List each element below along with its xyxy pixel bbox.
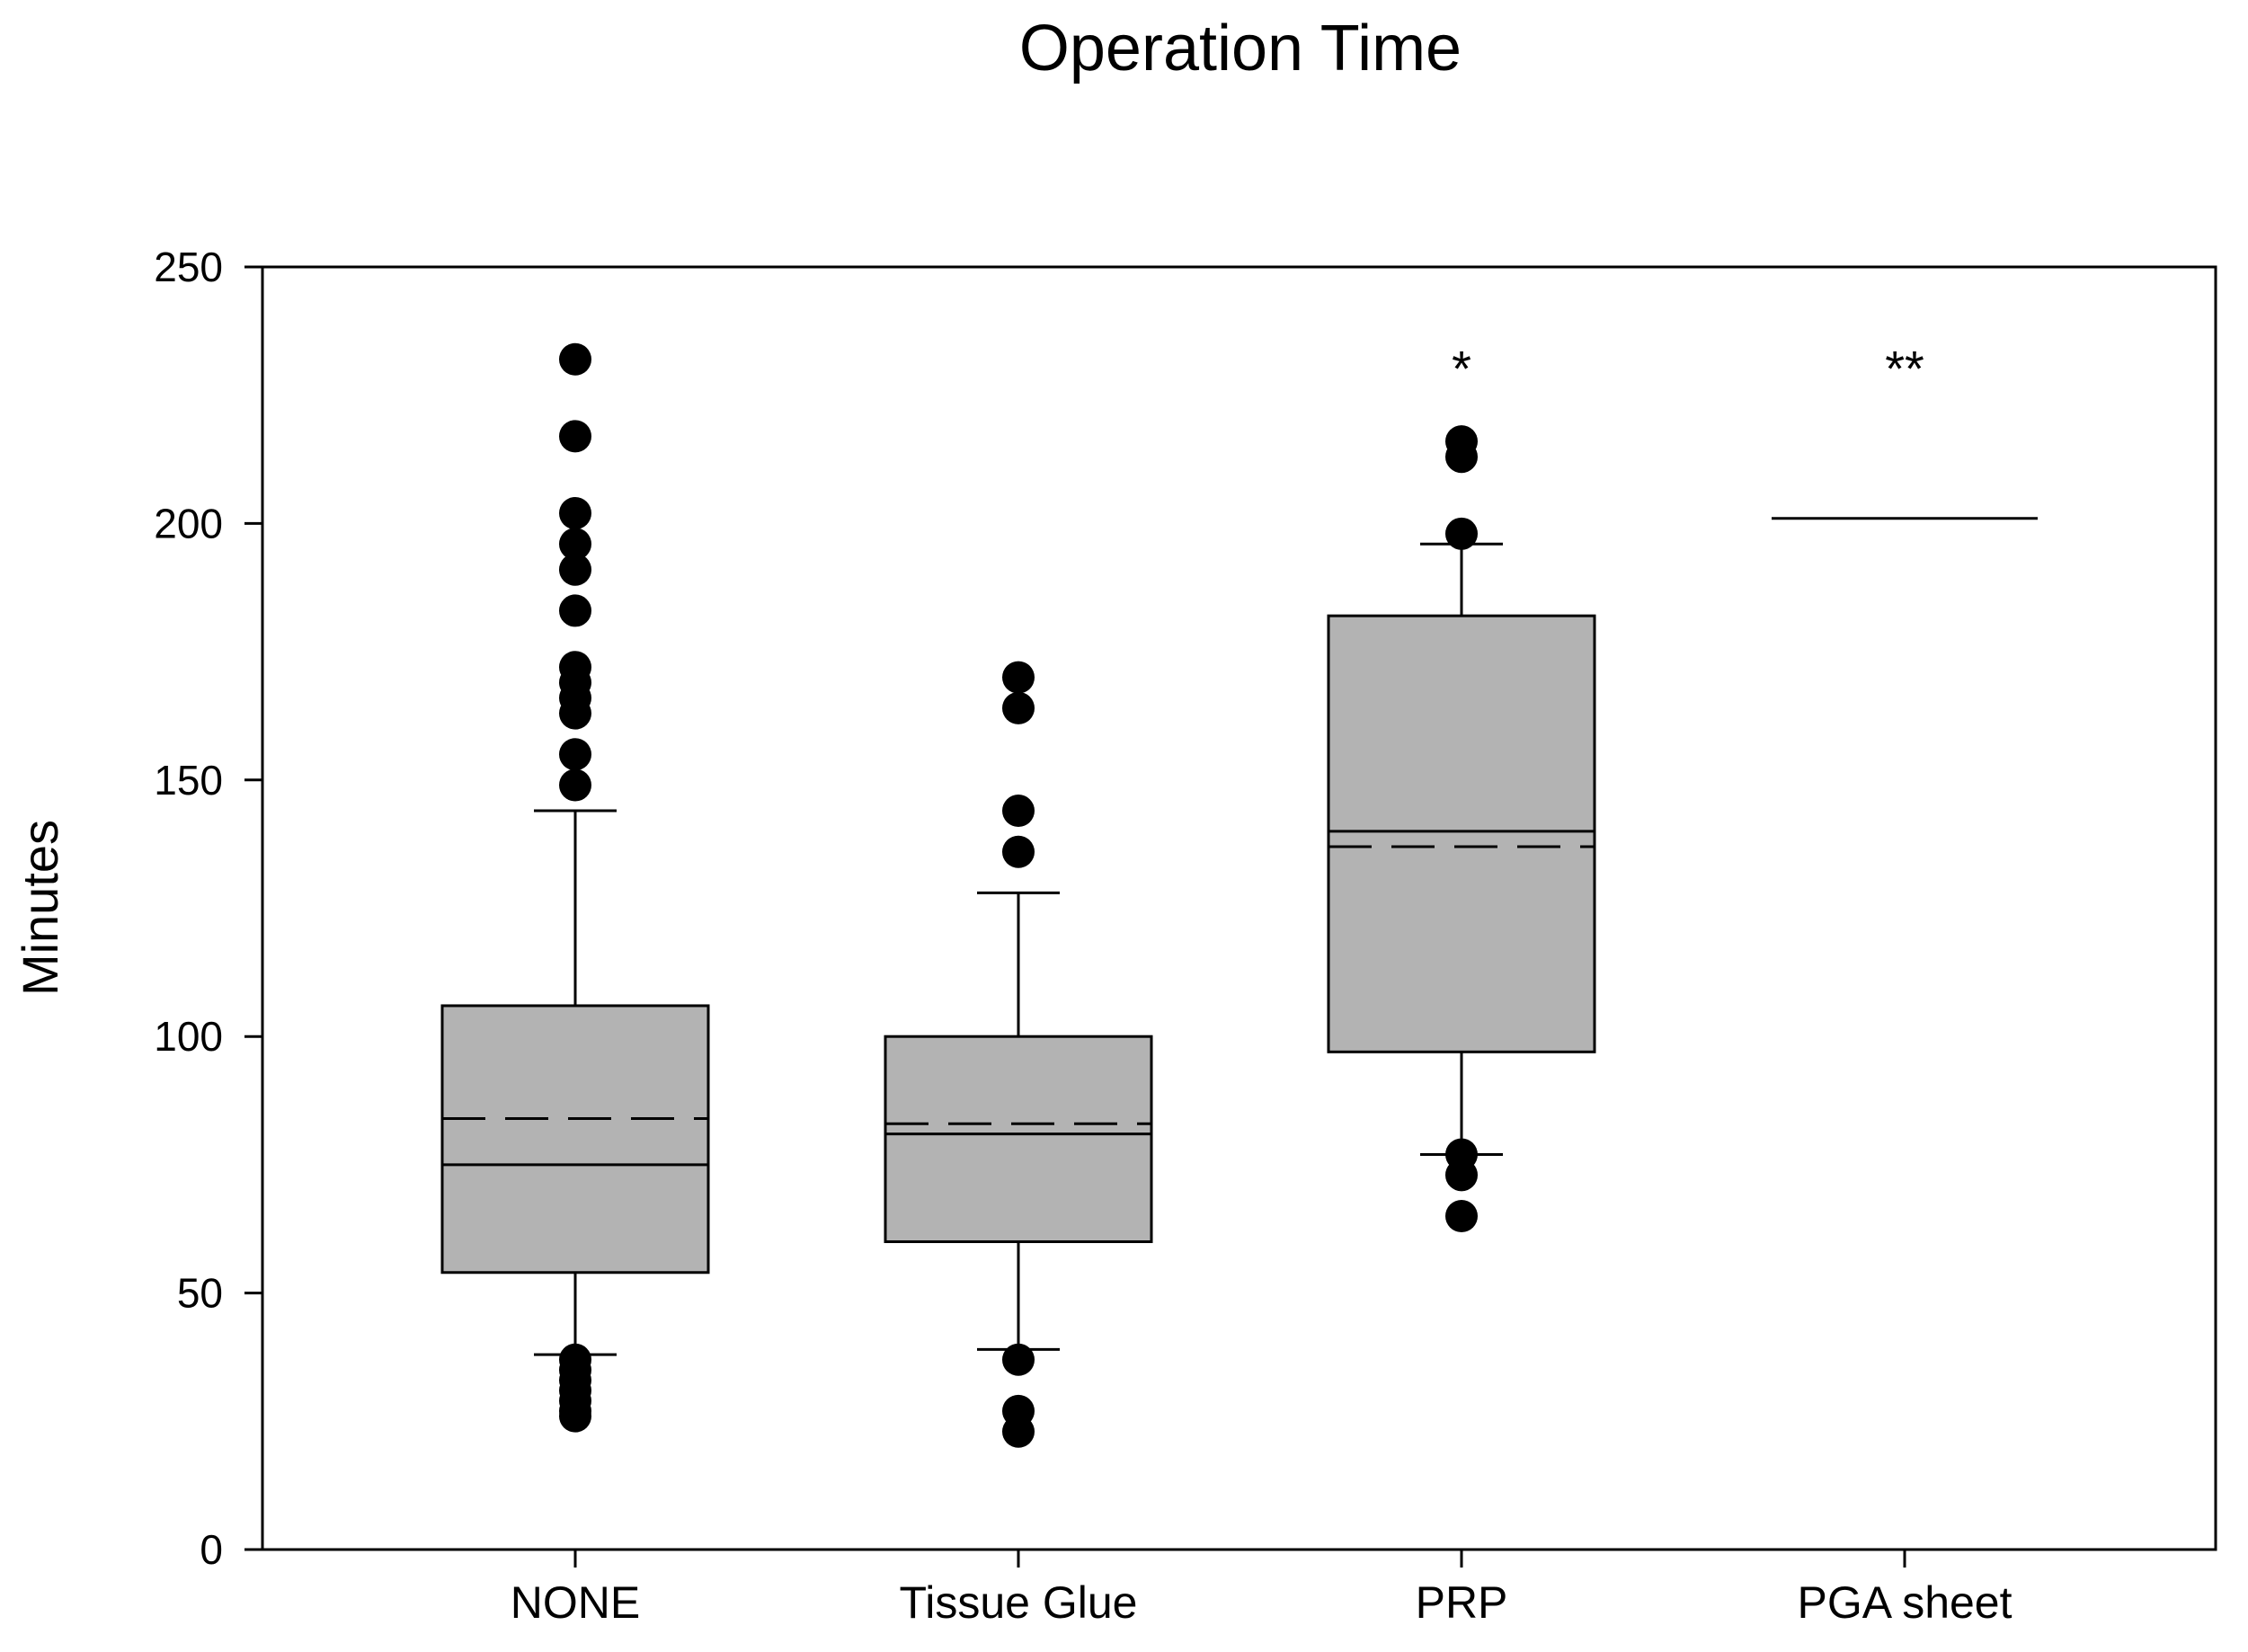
y-tick-label: 150 [154, 757, 223, 804]
outlier-point [559, 496, 591, 529]
x-tick-label: NONE [511, 1577, 640, 1628]
outlier-point [559, 594, 591, 627]
y-tick-label: 0 [200, 1526, 223, 1573]
outlier-point [1445, 517, 1478, 550]
outlier-point [559, 342, 591, 376]
x-tick-label: Tissue Glue [900, 1577, 1138, 1628]
outlier-point [1002, 795, 1035, 828]
outlier-point [1002, 661, 1035, 694]
chart-title: Operation Time [1019, 13, 1462, 84]
y-tick-label: 100 [154, 1013, 223, 1060]
outlier-point [559, 1399, 591, 1433]
significance-annotation: ** [1885, 341, 1924, 397]
outlier-point [559, 528, 591, 561]
y-tick-label: 50 [177, 1270, 223, 1317]
outlier-point [559, 738, 591, 771]
outlier-point [559, 420, 591, 453]
outlier-point [1002, 691, 1035, 724]
outlier-point [559, 553, 591, 586]
y-axis-title: Minutes [12, 820, 68, 996]
outlier-point [1002, 835, 1035, 868]
outlier-point [1002, 1415, 1035, 1448]
outlier-point [1002, 1343, 1035, 1376]
outlier-point [1445, 1199, 1478, 1232]
x-tick-label: PRP [1416, 1577, 1508, 1628]
iqr-box [1327, 614, 1596, 1053]
iqr-box [884, 1035, 1153, 1244]
outlier-point [1445, 1159, 1478, 1192]
significance-annotation: * [1452, 341, 1471, 397]
plot-frame [261, 265, 2217, 1551]
iqr-box [440, 1004, 710, 1275]
outlier-point [1445, 440, 1478, 474]
outlier-point [559, 768, 591, 802]
y-tick-label: 250 [154, 244, 223, 290]
y-tick-label: 200 [154, 500, 223, 546]
chart-marks: 0 50 100 150 200 250 NONE Tissue Glue PRP PGA she… [154, 244, 2038, 1628]
outlier-point [559, 697, 591, 730]
x-tick-label: PGA sheet [1797, 1577, 2012, 1628]
